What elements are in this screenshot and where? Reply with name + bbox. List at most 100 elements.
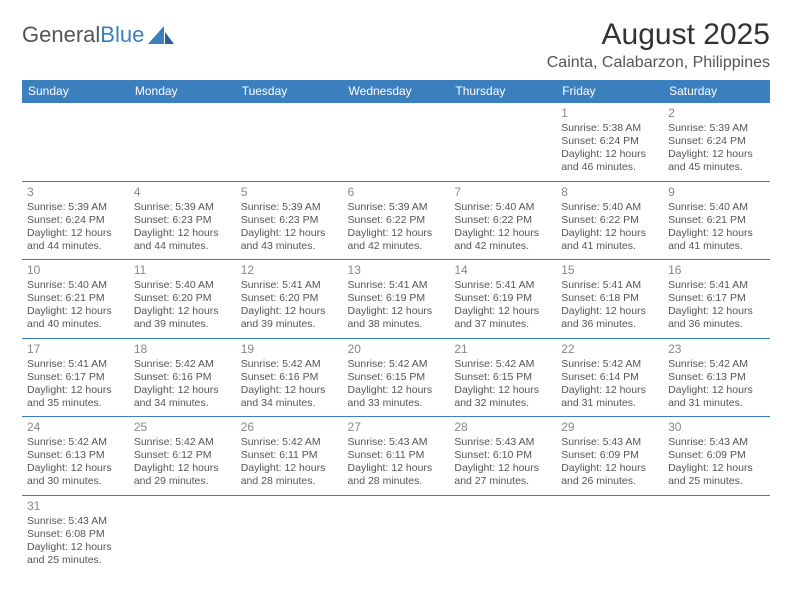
day-number: 18 bbox=[134, 342, 231, 357]
dl2-text: and 35 minutes. bbox=[27, 397, 124, 410]
dl2-text: and 46 minutes. bbox=[561, 161, 658, 174]
sunset-text: Sunset: 6:16 PM bbox=[241, 371, 338, 384]
dl1-text: Daylight: 12 hours bbox=[454, 305, 551, 318]
logo-text: GeneralBlue bbox=[22, 24, 144, 46]
dl1-text: Daylight: 12 hours bbox=[668, 462, 765, 475]
calendar-cell: 17Sunrise: 5:41 AMSunset: 6:17 PMDayligh… bbox=[22, 338, 129, 417]
weekday-header: Tuesday bbox=[236, 80, 343, 103]
day-number: 21 bbox=[454, 342, 551, 357]
dl1-text: Daylight: 12 hours bbox=[348, 462, 445, 475]
day-number: 3 bbox=[27, 185, 124, 200]
sunset-text: Sunset: 6:22 PM bbox=[561, 214, 658, 227]
weekday-header: Saturday bbox=[663, 80, 770, 103]
calendar-cell: 26Sunrise: 5:42 AMSunset: 6:11 PMDayligh… bbox=[236, 417, 343, 496]
dl1-text: Daylight: 12 hours bbox=[241, 462, 338, 475]
sunrise-text: Sunrise: 5:40 AM bbox=[454, 201, 551, 214]
day-number: 2 bbox=[668, 106, 765, 121]
day-number: 15 bbox=[561, 263, 658, 278]
sunrise-text: Sunrise: 5:43 AM bbox=[27, 515, 124, 528]
calendar-cell: 15Sunrise: 5:41 AMSunset: 6:18 PMDayligh… bbox=[556, 260, 663, 339]
calendar-table: SundayMondayTuesdayWednesdayThursdayFrid… bbox=[22, 80, 770, 573]
dl2-text: and 29 minutes. bbox=[134, 475, 231, 488]
sunrise-text: Sunrise: 5:41 AM bbox=[561, 279, 658, 292]
calendar-cell-empty bbox=[236, 495, 343, 573]
calendar-row: 17Sunrise: 5:41 AMSunset: 6:17 PMDayligh… bbox=[22, 338, 770, 417]
dl2-text: and 25 minutes. bbox=[668, 475, 765, 488]
sunrise-text: Sunrise: 5:39 AM bbox=[27, 201, 124, 214]
calendar-row: 3Sunrise: 5:39 AMSunset: 6:24 PMDaylight… bbox=[22, 181, 770, 260]
dl2-text: and 31 minutes. bbox=[668, 397, 765, 410]
sunset-text: Sunset: 6:24 PM bbox=[27, 214, 124, 227]
sunrise-text: Sunrise: 5:43 AM bbox=[668, 436, 765, 449]
sunset-text: Sunset: 6:13 PM bbox=[27, 449, 124, 462]
calendar-cell: 2Sunrise: 5:39 AMSunset: 6:24 PMDaylight… bbox=[663, 103, 770, 182]
sunrise-text: Sunrise: 5:41 AM bbox=[454, 279, 551, 292]
calendar-row: 1Sunrise: 5:38 AMSunset: 6:24 PMDaylight… bbox=[22, 103, 770, 182]
dl1-text: Daylight: 12 hours bbox=[668, 227, 765, 240]
weekday-header: Wednesday bbox=[343, 80, 450, 103]
sunset-text: Sunset: 6:11 PM bbox=[241, 449, 338, 462]
day-number: 8 bbox=[561, 185, 658, 200]
day-number: 16 bbox=[668, 263, 765, 278]
calendar-cell: 19Sunrise: 5:42 AMSunset: 6:16 PMDayligh… bbox=[236, 338, 343, 417]
calendar-cell-empty bbox=[343, 103, 450, 182]
sunrise-text: Sunrise: 5:42 AM bbox=[668, 358, 765, 371]
dl2-text: and 41 minutes. bbox=[668, 240, 765, 253]
sunrise-text: Sunrise: 5:40 AM bbox=[134, 279, 231, 292]
sunrise-text: Sunrise: 5:40 AM bbox=[668, 201, 765, 214]
weekday-header: Friday bbox=[556, 80, 663, 103]
day-number: 27 bbox=[348, 420, 445, 435]
dl2-text: and 43 minutes. bbox=[241, 240, 338, 253]
calendar-row: 10Sunrise: 5:40 AMSunset: 6:21 PMDayligh… bbox=[22, 260, 770, 339]
dl2-text: and 39 minutes. bbox=[134, 318, 231, 331]
sunset-text: Sunset: 6:22 PM bbox=[348, 214, 445, 227]
title-block: August 2025 Cainta, Calabarzon, Philippi… bbox=[547, 18, 770, 72]
sunrise-text: Sunrise: 5:43 AM bbox=[561, 436, 658, 449]
sunset-text: Sunset: 6:15 PM bbox=[454, 371, 551, 384]
sunset-text: Sunset: 6:16 PM bbox=[134, 371, 231, 384]
sunrise-text: Sunrise: 5:39 AM bbox=[348, 201, 445, 214]
dl1-text: Daylight: 12 hours bbox=[27, 227, 124, 240]
sunset-text: Sunset: 6:09 PM bbox=[561, 449, 658, 462]
dl2-text: and 39 minutes. bbox=[241, 318, 338, 331]
dl1-text: Daylight: 12 hours bbox=[561, 462, 658, 475]
dl1-text: Daylight: 12 hours bbox=[348, 384, 445, 397]
calendar-cell-empty bbox=[556, 495, 663, 573]
sunset-text: Sunset: 6:15 PM bbox=[348, 371, 445, 384]
day-number: 10 bbox=[27, 263, 124, 278]
calendar-cell: 12Sunrise: 5:41 AMSunset: 6:20 PMDayligh… bbox=[236, 260, 343, 339]
calendar-cell: 28Sunrise: 5:43 AMSunset: 6:10 PMDayligh… bbox=[449, 417, 556, 496]
day-number: 13 bbox=[348, 263, 445, 278]
sunrise-text: Sunrise: 5:42 AM bbox=[348, 358, 445, 371]
calendar-cell: 22Sunrise: 5:42 AMSunset: 6:14 PMDayligh… bbox=[556, 338, 663, 417]
dl2-text: and 33 minutes. bbox=[348, 397, 445, 410]
dl1-text: Daylight: 12 hours bbox=[241, 227, 338, 240]
calendar-cell: 18Sunrise: 5:42 AMSunset: 6:16 PMDayligh… bbox=[129, 338, 236, 417]
calendar-cell-empty bbox=[449, 495, 556, 573]
calendar-cell: 27Sunrise: 5:43 AMSunset: 6:11 PMDayligh… bbox=[343, 417, 450, 496]
day-number: 14 bbox=[454, 263, 551, 278]
calendar-cell: 29Sunrise: 5:43 AMSunset: 6:09 PMDayligh… bbox=[556, 417, 663, 496]
day-number: 17 bbox=[27, 342, 124, 357]
dl2-text: and 45 minutes. bbox=[668, 161, 765, 174]
day-number: 25 bbox=[134, 420, 231, 435]
calendar-cell: 10Sunrise: 5:40 AMSunset: 6:21 PMDayligh… bbox=[22, 260, 129, 339]
sunrise-text: Sunrise: 5:43 AM bbox=[454, 436, 551, 449]
day-number: 22 bbox=[561, 342, 658, 357]
sunrise-text: Sunrise: 5:42 AM bbox=[561, 358, 658, 371]
calendar-cell: 7Sunrise: 5:40 AMSunset: 6:22 PMDaylight… bbox=[449, 181, 556, 260]
dl2-text: and 32 minutes. bbox=[454, 397, 551, 410]
sunrise-text: Sunrise: 5:39 AM bbox=[134, 201, 231, 214]
calendar-cell-empty bbox=[129, 103, 236, 182]
day-number: 30 bbox=[668, 420, 765, 435]
sunset-text: Sunset: 6:19 PM bbox=[348, 292, 445, 305]
calendar-cell: 9Sunrise: 5:40 AMSunset: 6:21 PMDaylight… bbox=[663, 181, 770, 260]
dl1-text: Daylight: 12 hours bbox=[561, 305, 658, 318]
sunset-text: Sunset: 6:13 PM bbox=[668, 371, 765, 384]
calendar-cell-empty bbox=[663, 495, 770, 573]
sunset-text: Sunset: 6:14 PM bbox=[561, 371, 658, 384]
dl2-text: and 28 minutes. bbox=[241, 475, 338, 488]
dl1-text: Daylight: 12 hours bbox=[454, 462, 551, 475]
calendar-cell: 8Sunrise: 5:40 AMSunset: 6:22 PMDaylight… bbox=[556, 181, 663, 260]
sunrise-text: Sunrise: 5:38 AM bbox=[561, 122, 658, 135]
